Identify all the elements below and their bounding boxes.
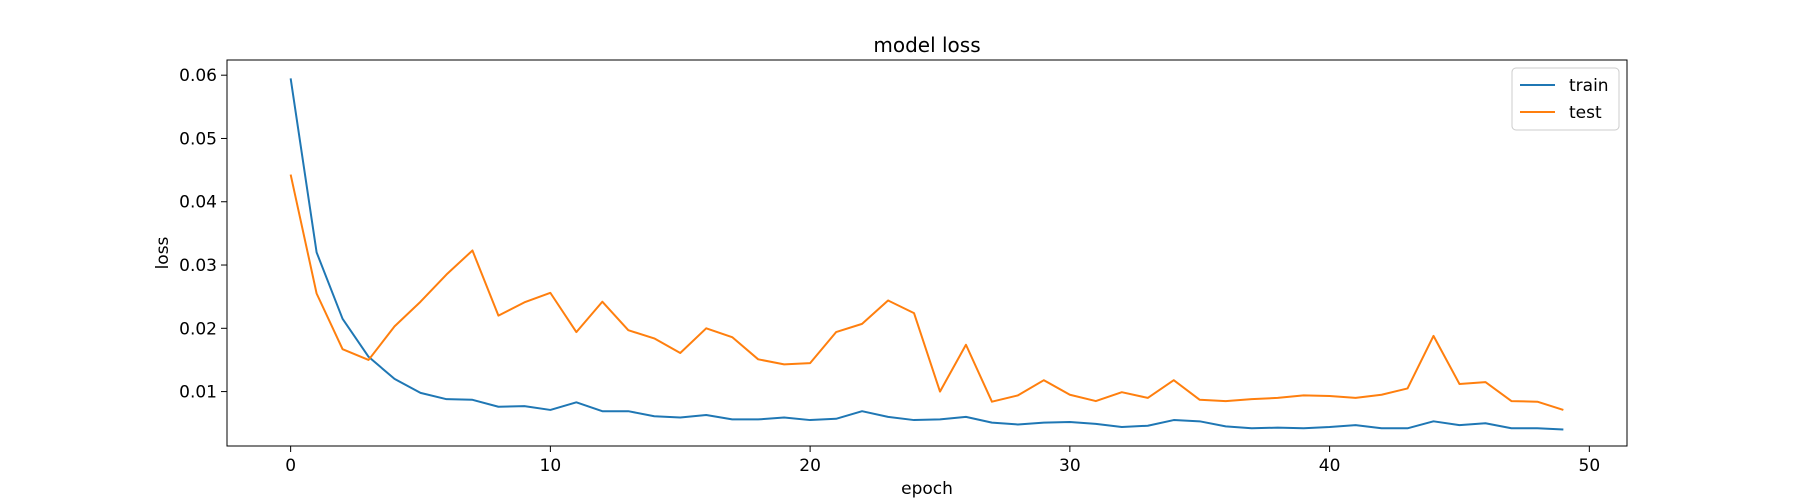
y-axis-label: loss: [153, 236, 173, 269]
y-tick-label: 0.02: [179, 319, 217, 339]
y-tick-label: 0.06: [179, 66, 217, 86]
series-line-test: [289, 174, 1564, 411]
plot-frame: [226, 59, 1628, 447]
x-tick-label: 20: [799, 456, 821, 476]
y-tick-label: 0.05: [179, 129, 217, 149]
x-tick-label: 40: [1319, 456, 1341, 476]
x-tick-label: 0: [285, 456, 296, 476]
x-tick-label: 30: [1059, 456, 1081, 476]
x-axis: 0 10 20 30 40 50: [285, 446, 1600, 476]
x-tick-label: 50: [1579, 456, 1601, 476]
plot-area: [289, 78, 1564, 431]
legend-label-test: test: [1569, 103, 1602, 123]
x-axis-label: epoch: [901, 479, 953, 499]
y-tick-label: 0.03: [179, 256, 217, 276]
chart-title: model loss: [873, 33, 980, 57]
x-tick-label: 10: [540, 456, 562, 476]
y-axis: 0.01 0.02 0.03 0.04 0.05 0.06: [179, 66, 227, 403]
y-tick-label: 0.04: [179, 193, 217, 213]
series-line-train: [289, 78, 1564, 431]
legend-label-train: train: [1569, 76, 1609, 96]
legend: train test: [1511, 67, 1620, 131]
y-tick-label: 0.01: [179, 383, 217, 403]
legend-box: [1511, 67, 1620, 131]
